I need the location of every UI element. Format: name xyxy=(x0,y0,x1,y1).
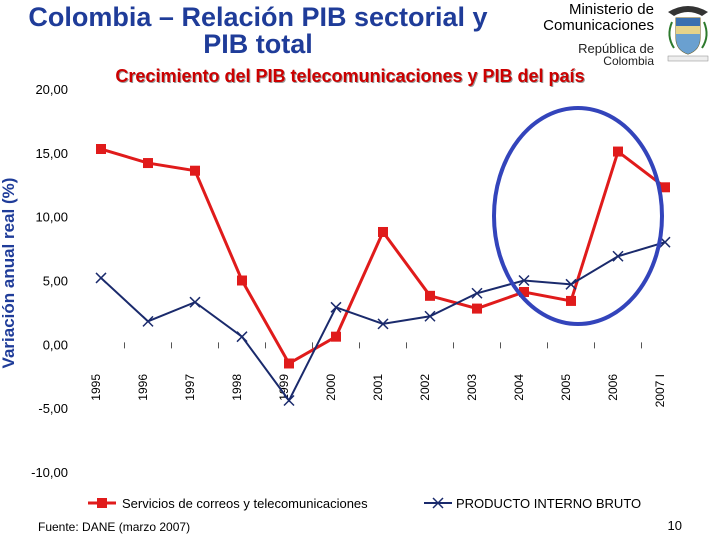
y-tick-label: 20,00 xyxy=(35,82,68,97)
data-point-telecom xyxy=(143,158,153,169)
data-point-pib xyxy=(142,315,154,327)
coat-of-arms-icon xyxy=(667,6,709,62)
data-point-telecom xyxy=(519,286,529,297)
data-point-telecom xyxy=(237,275,247,286)
republic-line1: República de xyxy=(578,41,654,56)
data-point-telecom xyxy=(378,226,388,237)
x-tick-label: 1996 xyxy=(136,374,150,401)
x-marker-stroke xyxy=(330,301,342,313)
ministry-logo-text: Ministerio de Comunicaciones República d… xyxy=(543,1,654,68)
data-point-pib xyxy=(471,287,483,299)
x-tick-label: 2007 I xyxy=(653,374,667,407)
x-marker-stroke xyxy=(236,331,248,343)
legend-marker-telecom xyxy=(97,498,107,508)
highlight-circle xyxy=(492,106,664,326)
x-marker-stroke xyxy=(612,250,624,262)
x-tick-label: 1995 xyxy=(89,374,103,401)
x-tick-label: 2004 xyxy=(512,374,526,401)
x-tick-label: 2001 xyxy=(371,374,385,401)
x-tick-label: 1997 xyxy=(183,374,197,401)
y-tick-labels: 20,00 15,00 10,00 5,00 0,00 -5,00 -10,00 xyxy=(31,82,68,480)
y-tick-label: -10,00 xyxy=(31,465,68,480)
x-marker-stroke xyxy=(471,287,483,299)
y-tick-label: 15,00 xyxy=(35,146,68,161)
data-point-telecom xyxy=(425,290,435,301)
data-point-telecom xyxy=(331,331,341,342)
data-point-telecom xyxy=(96,144,106,155)
data-point-pib xyxy=(236,331,248,343)
x-tick-label: 2003 xyxy=(465,374,479,401)
series-markers xyxy=(95,144,671,407)
y-tick-label: 5,00 xyxy=(43,274,68,289)
data-point-telecom xyxy=(472,303,482,314)
x-tick-label: 2006 xyxy=(606,374,620,401)
y-tick-label: 10,00 xyxy=(35,210,68,225)
slide-title: Colombia – Relación PIB sectorial y PIB … xyxy=(28,2,488,59)
data-point-pib xyxy=(95,272,107,284)
x-tick-label: 1998 xyxy=(230,374,244,401)
page-number: 10 xyxy=(667,518,682,533)
legend-label-pib: PRODUCTO INTERNO BRUTO xyxy=(456,496,641,511)
x-marker-stroke xyxy=(283,394,295,407)
x-tick-label: 2000 xyxy=(324,374,338,401)
y-tick-label: 0,00 xyxy=(43,337,68,352)
x-tick-labels: 1995 1996 1997 1998 1999 2000 2001 2002 2003 2004… xyxy=(89,374,667,408)
legend-label-telecom: Servicios de correos y telecomunicacione… xyxy=(122,496,368,511)
y-tick-label: -5,00 xyxy=(38,401,68,416)
chart-title: Crecimiento del PIB telecomunicaciones y… xyxy=(115,66,585,86)
data-point-telecom xyxy=(284,358,294,369)
x-marker-stroke xyxy=(659,236,671,248)
x-axis xyxy=(80,342,690,349)
data-point-telecom xyxy=(660,182,670,193)
ministry-line1: Ministerio de xyxy=(568,1,654,18)
data-point-telecom xyxy=(190,165,200,176)
x-marker-stroke xyxy=(377,318,389,330)
data-point-pib xyxy=(612,250,624,262)
x-tick-label: 2002 xyxy=(418,374,432,401)
x-marker-stroke xyxy=(565,278,577,290)
x-tick-label: 1999 xyxy=(277,374,291,401)
x-tick-label: 2005 xyxy=(559,374,573,401)
legend-marker-pib xyxy=(432,497,444,509)
x-marker-stroke xyxy=(142,315,154,327)
data-point-pib xyxy=(330,301,342,313)
ministry-line2: Comunicaciones xyxy=(543,17,654,34)
data-point-telecom xyxy=(613,146,623,157)
source-note: Fuente: DANE (marzo 2007) xyxy=(38,520,191,534)
series-lines xyxy=(100,147,666,403)
x-marker-stroke xyxy=(518,274,530,287)
data-point-pib xyxy=(283,394,295,407)
legend: Servicios de correos y telecomunicacione… xyxy=(88,496,641,511)
series-line-telecom xyxy=(100,147,666,366)
republic-line2: Colombia xyxy=(603,54,654,68)
x-marker-stroke xyxy=(95,272,107,284)
data-point-telecom xyxy=(566,295,576,306)
data-point-pib xyxy=(189,296,201,308)
data-point-pib xyxy=(518,274,530,287)
x-marker-stroke xyxy=(189,296,201,308)
data-point-pib xyxy=(565,278,577,290)
data-point-pib xyxy=(424,310,436,322)
x-marker-stroke xyxy=(424,310,436,322)
data-point-pib xyxy=(377,318,389,330)
